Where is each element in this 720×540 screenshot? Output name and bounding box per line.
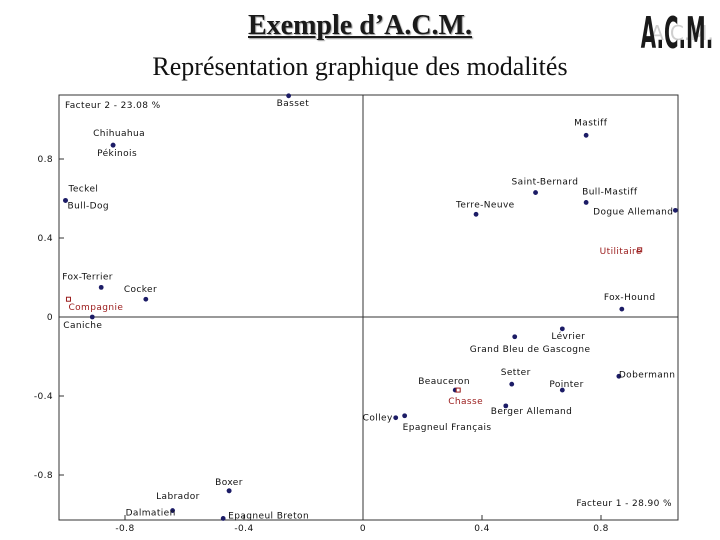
point-label: Epagneul Breton [228,511,309,521]
point-label: Chihuahua [93,129,145,139]
modality-point-marker [509,382,514,387]
x-tick-label: 0 [360,524,366,534]
point-label: Teckel [68,184,99,194]
plot-frame [59,95,678,520]
x-tick-label: -0.4 [234,524,253,534]
point-label: Pointer [549,380,583,390]
point-label: Dobermann [619,370,676,380]
x-tick-label: 0.8 [593,524,609,534]
point-label: Dalmatien [126,509,176,519]
scatter-points: Basset Mastiff Chihuahua Pékinois Saint-Bern… [62,93,678,521]
supplementary-point-marker [66,297,70,301]
point-label: Bull-Mastiff [582,187,638,197]
modality-point-marker [619,307,624,312]
modality-point-marker [533,190,538,195]
point-label: Caniche [63,321,102,331]
modality-point-marker [227,488,232,493]
point-label: Fox-Terrier [62,272,113,282]
point-label: Setter [501,368,531,378]
y-tick-label: -0.4 [34,392,53,402]
point-label: Grand Bleu de Gascogne [470,345,591,355]
point-label: Bull-Dog [68,201,109,211]
supplementary-point-marker [456,388,460,392]
point-label: Basset [277,99,310,109]
modality-point-marker [673,208,678,213]
point-label: Mastiff [574,118,608,128]
modality-point-marker [286,93,291,98]
point-label: Beauceron [418,377,470,387]
x-tick-label: 0.4 [474,524,490,534]
y-tick-label: -0.8 [34,471,53,481]
modality-point-marker [99,285,104,290]
y-tick-label: 0 [47,313,53,323]
modality-point-marker [584,200,589,205]
modality-point-marker [90,315,95,320]
point-label: Compagnie [68,303,123,313]
point-label: Berger Allemand [491,407,572,417]
point-label: Chasse [448,397,483,407]
modality-point-marker [512,334,517,339]
point-label: Pékinois [97,148,137,159]
point-label: Utilitaire [600,247,642,257]
point-label: Fox-Hound [604,293,656,303]
modality-point-marker [393,415,398,420]
modality-point-marker [584,133,589,138]
point-label: Saint-Bernard [512,178,579,188]
modality-point-marker [402,413,407,418]
y-tick-label: 0.8 [37,155,53,165]
acm-scatter-chart: -0.8 -0.4 0 0.4 0.8 0.8 0.4 0 -0.4 -0.8 Basset Mas… [0,0,720,540]
modality-point-marker [143,297,148,302]
y-tick-label: 0.4 [37,234,53,244]
point-label: Lévrier [551,331,585,342]
point-label: Colley [363,414,393,424]
modality-point-marker [474,212,479,217]
y-axis-title: Facteur 2 - 23.08 % [65,101,161,111]
point-label: Boxer [215,478,243,488]
point-label: Terre-Neuve [455,200,515,210]
modality-point-marker [560,326,565,331]
point-label: Labrador [156,492,200,502]
modality-point-marker [221,516,226,521]
modality-point-marker [111,143,116,148]
point-label: Epagneul Français [403,423,492,433]
point-label: Cocker [124,285,157,295]
x-tick-label: -0.8 [115,524,134,534]
x-axis-title: Facteur 1 - 28.90 % [576,499,672,509]
point-label: Dogue Allemand [593,207,673,217]
